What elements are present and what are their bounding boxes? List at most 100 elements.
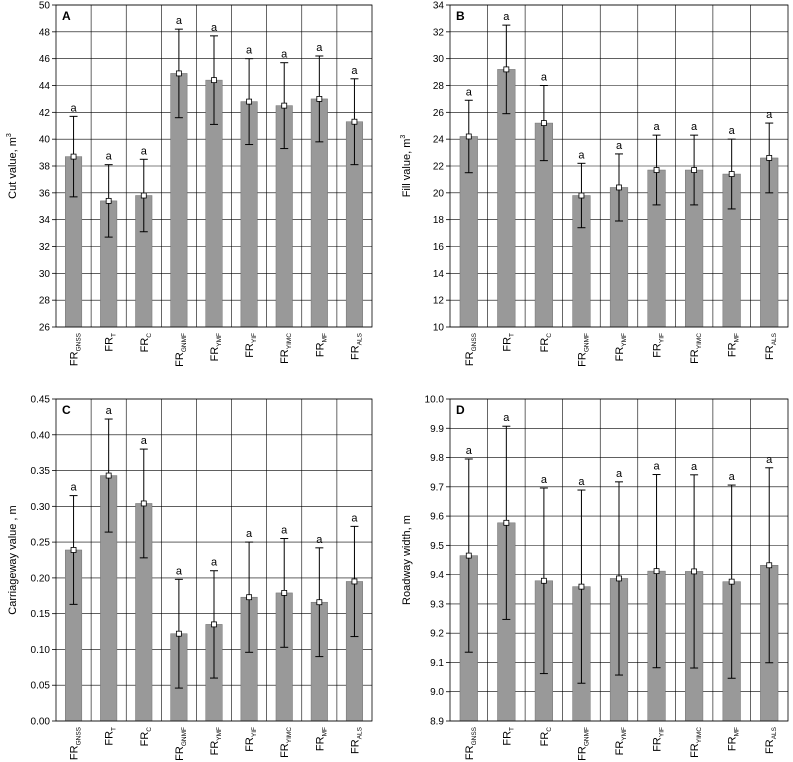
- significance-label: a: [616, 140, 623, 152]
- significance-label: a: [141, 435, 148, 447]
- y-tick-label: 9.0: [430, 687, 444, 698]
- x-tick-label: FRYIMC: [279, 333, 293, 364]
- x-tick-label: FRYIF: [244, 727, 258, 752]
- x-tick-label: FRMF: [727, 727, 741, 751]
- y-tick-label: 0.10: [31, 645, 51, 656]
- significance-label: a: [578, 476, 585, 488]
- x-tick-label: FRYMF: [209, 727, 223, 755]
- panel-a-cut-value: 26 28 30 32 34 36 38 40 42 44 46 48 50 a FRGNSS a FRT a FR…: [6, 1, 373, 367]
- mean-marker: [691, 568, 698, 575]
- y-tick-label: 9.8: [430, 453, 444, 464]
- mean-marker: [175, 630, 182, 637]
- x-tick-label: FRALS: [349, 332, 363, 360]
- x-tick-label: FRGNSS: [464, 726, 478, 760]
- x-tick-label: FRC: [139, 727, 153, 747]
- significance-label: a: [106, 151, 113, 163]
- x-tick-label: FRYMF: [614, 333, 628, 361]
- mean-marker: [211, 621, 217, 628]
- significance-label: a: [729, 471, 736, 483]
- x-tick-label: FRYMF: [209, 333, 223, 361]
- significance-label: a: [766, 454, 773, 466]
- plot-border: [449, 398, 789, 722]
- mean-marker: [653, 568, 660, 575]
- mean-marker: [70, 547, 77, 553]
- x-tick-label: FRGNMF: [174, 727, 188, 761]
- significance-label: a: [70, 102, 77, 114]
- significance-label: a: [106, 405, 113, 417]
- mean-marker: [140, 192, 147, 199]
- y-tick-label: 18: [433, 215, 445, 226]
- significance-label: a: [316, 534, 323, 546]
- significance-label: a: [541, 474, 548, 486]
- y-tick-label: 9.4: [430, 570, 444, 581]
- mean-marker: [246, 98, 253, 105]
- mean-marker: [653, 167, 660, 173]
- significance-label: a: [351, 65, 358, 77]
- y-tick-label: 30: [39, 269, 51, 280]
- y-tick-label: 32: [39, 242, 51, 253]
- y-tick-label: 24: [433, 135, 445, 146]
- significance-label: a: [176, 565, 183, 577]
- mean-marker: [246, 594, 253, 601]
- y-tick-label: 34: [39, 215, 51, 226]
- mean-marker: [578, 583, 585, 590]
- mean-marker: [540, 120, 547, 126]
- mean-marker: [503, 66, 510, 73]
- y-tick-label: 0.15: [31, 609, 51, 620]
- mean-marker: [316, 599, 323, 606]
- panel-b-fill-value: 10 12 14 16 18 20 22 24 26 28 30 32 34 a FRGNSS a FRT a FR…: [400, 1, 789, 367]
- x-tick-label: FRMF: [727, 333, 741, 357]
- plot-border: [449, 4, 789, 328]
- y-tick-label: 32: [433, 27, 445, 38]
- y-tick-label: 14: [433, 269, 445, 280]
- panel-letter: B: [456, 9, 465, 23]
- mean-marker: [728, 578, 735, 585]
- significance-label: a: [578, 149, 585, 161]
- y-tick-label: 22: [433, 162, 445, 173]
- x-tick-label: FRGNSS: [69, 726, 83, 760]
- y-tick-label: 0.45: [31, 395, 51, 406]
- y-tick-label: 20: [433, 188, 445, 199]
- x-tick-label: FRYIF: [652, 727, 666, 752]
- x-tick-label: FRYIMC: [689, 333, 703, 364]
- significance-label: a: [246, 45, 253, 57]
- y-tick-label: 9.5: [430, 541, 444, 552]
- mean-marker: [766, 562, 773, 569]
- significance-label: a: [466, 445, 473, 457]
- y-tick-label: 0.35: [31, 466, 51, 477]
- x-tick-label: FRYMF: [614, 727, 628, 755]
- panel-letter: C: [62, 403, 71, 417]
- y-tick-label: 9.1: [430, 658, 444, 669]
- y-tick-label: 28: [39, 296, 51, 307]
- y-tick-label: 0.40: [31, 430, 51, 441]
- y-tick-label: 9.3: [430, 599, 444, 610]
- significance-label: a: [616, 468, 623, 480]
- y-tick-label: 0.05: [31, 681, 51, 692]
- panel-c-carriageway-value: 0.00 0.05 0.10 0.15 0.20 0.25 0.30 0.35 0.40 0.45…: [7, 395, 373, 761]
- x-tick-label: FRT: [104, 333, 118, 352]
- y-tick-label: 0.20: [31, 573, 51, 584]
- y-tick-label: 9.6: [430, 512, 444, 523]
- x-tick-label: FRGNMF: [576, 333, 590, 367]
- x-tick-label: FRT: [501, 333, 515, 352]
- x-tick-label: FRT: [501, 727, 515, 746]
- mean-marker: [691, 167, 698, 173]
- y-tick-label: 9.9: [430, 424, 444, 435]
- significance-label: a: [176, 15, 183, 27]
- mean-marker: [351, 578, 358, 585]
- mean-marker: [766, 155, 773, 161]
- y-tick-label: 9.7: [430, 482, 444, 493]
- plot-border: [55, 398, 373, 722]
- y-tick-label: 30: [433, 54, 445, 65]
- significance-label: a: [211, 557, 218, 569]
- x-tick-label: FRGNMF: [576, 727, 590, 761]
- significance-label: a: [729, 125, 736, 137]
- y-tick-label: 8.9: [430, 717, 444, 728]
- mean-marker: [140, 500, 147, 507]
- mean-marker: [616, 575, 622, 582]
- y-tick-label: 10.0: [425, 395, 445, 406]
- y-tick-label: 50: [39, 1, 51, 12]
- mean-marker: [728, 171, 735, 177]
- y-tick-label: 38: [39, 162, 51, 173]
